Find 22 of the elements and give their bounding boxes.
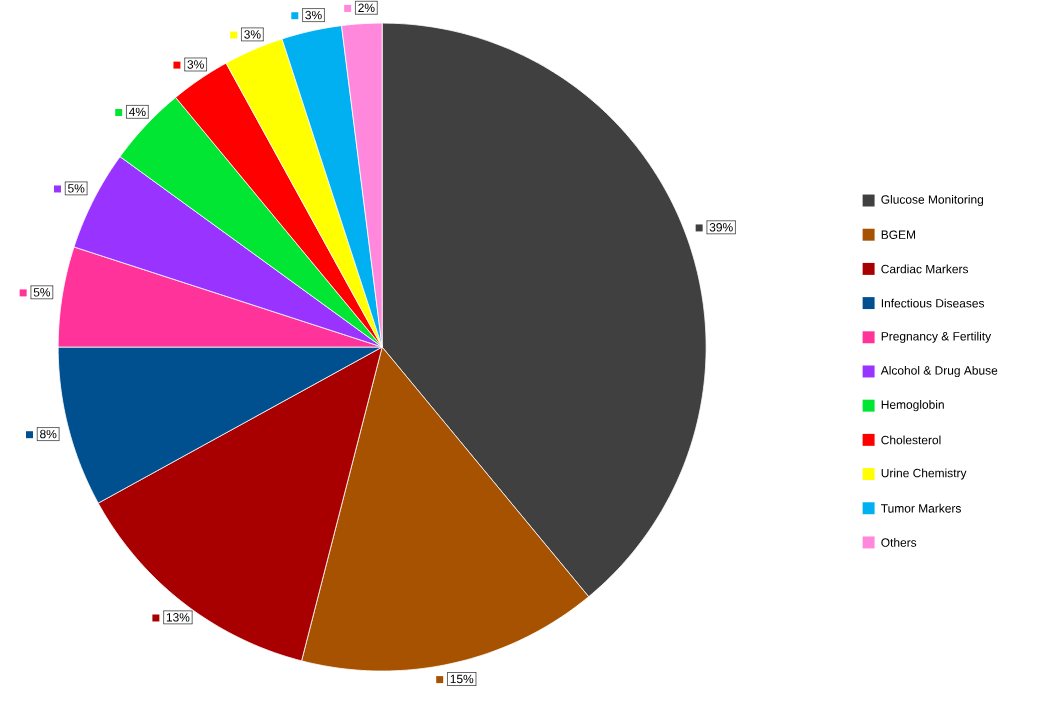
data-label: 39% (709, 223, 733, 232)
data-label: 3% (187, 60, 204, 69)
legend-label: Pregnancy & Fertility (881, 331, 992, 343)
legend-label: Cardiac Markers (881, 264, 969, 274)
legend-label: Urine Chemistry (881, 468, 967, 480)
legend-label: Others (881, 538, 917, 547)
data-label: 8% (40, 429, 57, 439)
legend-label: Infectious Diseases (881, 298, 985, 308)
data-label: 13% (166, 613, 190, 622)
data-label: 2% (358, 3, 375, 13)
legend-label: Glucose Monitoring (881, 194, 984, 207)
legend-label: Cholesterol (881, 435, 941, 445)
legend-label: Tumor Markers (881, 503, 961, 513)
legend-label: BGEM (881, 230, 916, 239)
legend-label: Hemoglobin (881, 400, 944, 412)
data-label: 3% (244, 30, 261, 39)
data-label: 5% (33, 288, 51, 297)
data-label: 15% (450, 674, 474, 684)
data-label: 5% (68, 184, 85, 193)
legend-label: Alcohol & Drug Abuse (880, 365, 998, 378)
data-label: 3% (305, 10, 322, 20)
data-label: 4% (129, 107, 146, 117)
